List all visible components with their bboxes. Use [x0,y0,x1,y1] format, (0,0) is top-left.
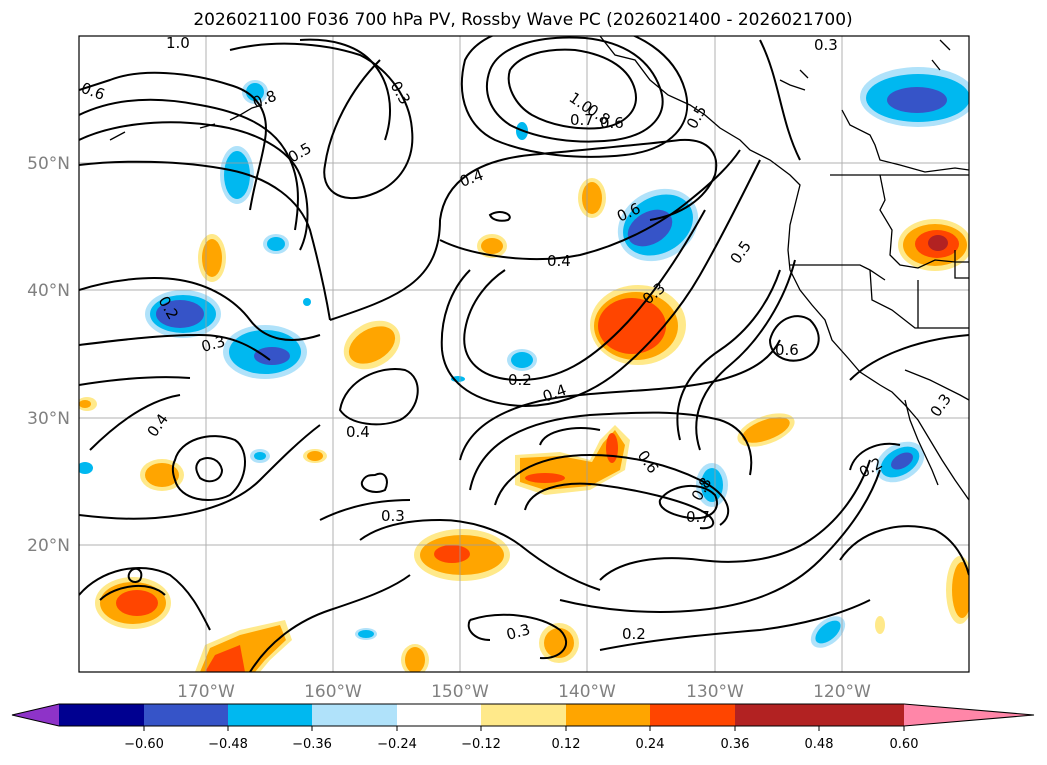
latitude-labels: 50°N 40°N 30°N 20°N [27,154,70,556]
lat-label-30n: 30°N [27,409,70,429]
contour-label: 0.7 [570,111,594,129]
lon-label-130w: 130°W [686,682,744,702]
colorbar-segment [397,704,481,726]
contour-label: 1.0 [166,34,190,52]
patch-neg-l [303,298,311,306]
colorbar-tick-label: −0.24 [377,737,417,752]
patch-pos-center [590,285,686,365]
contour-label: 0.3 [504,620,532,644]
colorbar-segment [144,704,228,726]
patch-neg-ne [860,67,969,127]
colorbar-segment [312,704,397,726]
patch-neg-center-north [617,188,699,262]
patch-neg-j [79,462,93,474]
contour-label: 0.3 [199,332,227,356]
colorbar-segment [481,704,566,726]
lat-label-20n: 20°N [27,536,70,556]
lat-label-40n: 40°N [27,281,70,301]
figure-title: 2026021100 F036 700 hPa PV, Rossby Wave … [193,10,852,30]
lon-label-140w: 140°W [558,682,616,702]
colorbar-tick-label: −0.36 [292,737,332,752]
colorbar-tick-label: −0.48 [208,737,248,752]
contour-label: 0.4 [547,252,571,270]
contour-label: 0.2 [508,371,532,389]
colorbar: −0.60 −0.48 −0.36 −0.24 −0.12 0.12 0.24 … [11,703,1035,752]
colorbar-outline [11,703,1035,727]
patch-neg-west-38n [145,290,221,338]
contour-label: 0.2 [622,625,646,643]
colorbar-tick-label: 0.24 [636,737,665,752]
contour-label: 0.3 [814,36,838,54]
colorbar-ticks [143,726,905,731]
colorbar-extend-right [904,704,1034,726]
patch-pos-20n [414,529,510,581]
patch-pos-west-15n [95,577,171,629]
pv-contours [79,36,969,672]
patch-pos-east [898,219,969,271]
lon-label-160w: 160°W [304,682,362,702]
patch-pos-l [875,616,885,634]
patch-neg-coast [875,441,925,483]
negative-anomaly-patches [79,67,969,648]
contour-label: 0.3 [381,507,405,525]
colorbar-segment [819,704,904,726]
map-frame [78,35,970,673]
colorbar-tick-label: −0.60 [124,737,164,752]
colorbar-segment [228,704,312,726]
colorbar-segment [650,704,735,726]
coastlines [109,36,969,501]
lat-label-50n: 50°N [27,154,70,174]
colorbar-tick-label: 0.60 [890,737,919,752]
map-content: 1.0 0.6 0.8 0.5 0.3 1.0 0.8 0.7 0.6 0.5 … [79,34,969,672]
contour-label: 0.6 [775,341,799,359]
graticule [79,36,969,672]
colorbar-segment [735,704,819,726]
lon-label-120w: 120°W [813,682,871,702]
patch-neg-west-35n [223,325,307,379]
colorbar-segment [566,704,650,726]
colorbar-tick-label: 0.36 [721,737,750,752]
lon-label-150w: 150°W [431,682,489,702]
colorbar-segment [59,704,144,726]
lon-label-170w: 170°W [177,682,235,702]
colorbar-tick-label: 0.12 [552,737,581,752]
contour-label: 0.7 [686,508,710,526]
contour-label: 0.4 [346,423,370,441]
colorbar-tick-label: −0.12 [461,737,501,752]
contour-label: 0.6 [600,114,624,132]
patch-pos-south-center [515,425,630,495]
longitude-labels: 170°W 160°W 150°W 140°W 130°W 120°W [177,682,871,702]
colorbar-tick-label: 0.48 [805,737,834,752]
colorbar-extend-left [12,704,59,726]
patch-pos-bottom-left [195,620,292,672]
